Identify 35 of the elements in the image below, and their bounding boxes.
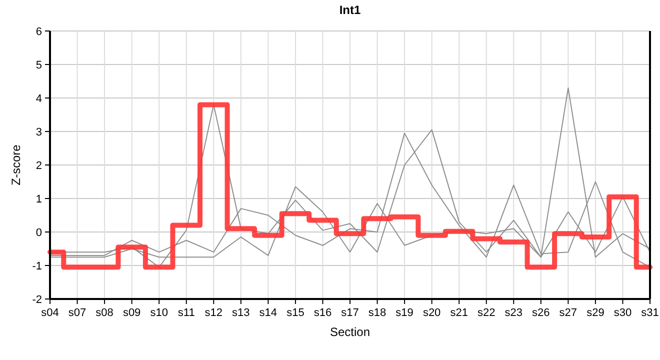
x-tick-label: s31 bbox=[641, 307, 659, 319]
x-tick-label: s26 bbox=[532, 307, 550, 319]
x-tick-label: s16 bbox=[314, 307, 332, 319]
x-tick-label: s11 bbox=[178, 307, 195, 319]
x-tick-label: s21 bbox=[450, 307, 468, 319]
y-tick-label: 5 bbox=[36, 59, 42, 72]
y-axis-title: Z-score bbox=[9, 144, 23, 186]
x-tick-label: s27 bbox=[559, 307, 578, 319]
x-tick-label: s04 bbox=[41, 307, 59, 319]
x-tick-label: s23 bbox=[504, 307, 523, 319]
chart-title: Int1 bbox=[339, 3, 361, 17]
x-tick-label: s17 bbox=[341, 307, 359, 319]
y-tick-label: 0 bbox=[36, 226, 42, 239]
x-tick-label: s12 bbox=[204, 307, 223, 319]
x-tick-label: s10 bbox=[150, 307, 168, 319]
x-tick-label: s09 bbox=[122, 307, 141, 319]
x-tick-label: s29 bbox=[586, 307, 604, 319]
x-axis-title: Section bbox=[330, 325, 370, 339]
y-tick-label: 3 bbox=[36, 126, 42, 138]
y-tick-label: 4 bbox=[36, 92, 42, 105]
x-tick-label: s13 bbox=[232, 307, 250, 319]
x-tick-label: s08 bbox=[96, 307, 114, 319]
y-tick-label: 1 bbox=[36, 193, 42, 206]
x-tick-label: s30 bbox=[614, 307, 632, 319]
x-tick-label: s18 bbox=[368, 307, 386, 319]
x-tick-label: s20 bbox=[422, 307, 441, 319]
y-tick-label: -1 bbox=[32, 260, 42, 272]
y-tick-label: -2 bbox=[32, 294, 42, 306]
y-tick-label: 2 bbox=[36, 160, 42, 172]
x-tick-label: s22 bbox=[477, 307, 496, 319]
y-tick-label: 6 bbox=[36, 26, 42, 38]
x-tick-label: s15 bbox=[286, 307, 304, 319]
x-tick-label: s14 bbox=[259, 307, 278, 319]
x-tick-label: s07 bbox=[68, 307, 86, 319]
x-tick-label: s19 bbox=[396, 307, 414, 319]
